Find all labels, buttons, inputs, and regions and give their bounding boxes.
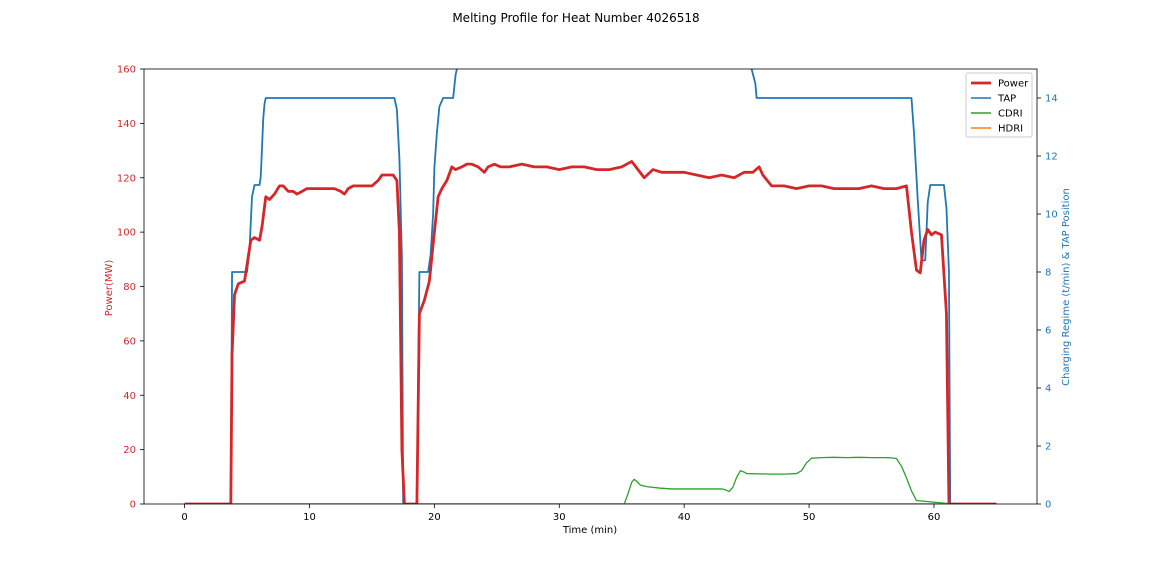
x-tick-label: 50	[803, 512, 816, 523]
plot-frame	[143, 68, 1038, 505]
x-tick-label: 40	[678, 512, 691, 523]
legend-label-hdri: HDRI	[998, 124, 1023, 135]
series-line-power	[184, 160, 997, 504]
y-right-tick-label: 4	[1045, 384, 1051, 395]
y-axis-left: 0 20 40 60 80 100 120 140 160	[117, 65, 144, 511]
y-left-tick-label: 120	[117, 173, 136, 184]
plot-area	[184, 69, 997, 504]
y-right-tick-label: 14	[1045, 94, 1058, 105]
legend-label-power: Power	[998, 79, 1029, 90]
y-right-tick-label: 0	[1045, 500, 1051, 511]
y-right-tick-label: 8	[1045, 268, 1051, 279]
legend: Power TAP CDRI HDRI	[965, 72, 1033, 138]
y-right-tick-label: 12	[1045, 152, 1058, 163]
y-left-tick-label: 0	[130, 500, 136, 511]
x-tick-label: 60	[928, 512, 941, 523]
x-tick-label: 20	[428, 512, 441, 523]
x-tick-label: 30	[553, 512, 566, 523]
y-right-tick-label: 10	[1045, 210, 1058, 221]
y-left-tick-label: 40	[123, 391, 136, 402]
y-left-tick-label: 140	[117, 119, 136, 130]
x-tick-label: 10	[303, 512, 316, 523]
y-axis-right-label: Charging Regime (t/min) & TAP Position	[1061, 188, 1072, 386]
series-line-cdri	[184, 456, 953, 504]
y-left-tick-label: 60	[123, 336, 136, 347]
y-right-tick-label: 6	[1045, 326, 1051, 337]
series-line-tap	[184, 69, 997, 504]
x-tick-label: 0	[181, 512, 187, 523]
legend-label-cdri: CDRI	[998, 109, 1023, 120]
chart-title: Melting Profile for Heat Number 4026518	[452, 11, 699, 25]
y-axis-right: 0 2 4 6 8 10 12 14	[1037, 94, 1058, 511]
y-left-tick-label: 20	[123, 445, 136, 456]
legend-frame	[965, 72, 1033, 138]
legend-items: Power TAP CDRI HDRI	[971, 79, 1029, 135]
y-right-tick-label: 2	[1045, 442, 1051, 453]
x-axis: 0 10 20 30 40 50 60	[181, 504, 940, 523]
y-left-tick-label: 80	[123, 282, 136, 293]
y-left-tick-label: 100	[117, 228, 136, 239]
y-left-tick-label: 160	[117, 65, 136, 76]
y-axis-left-label: Power(MW)	[104, 260, 115, 317]
x-axis-label: Time (min)	[562, 525, 617, 536]
legend-label-tap: TAP	[997, 94, 1016, 105]
